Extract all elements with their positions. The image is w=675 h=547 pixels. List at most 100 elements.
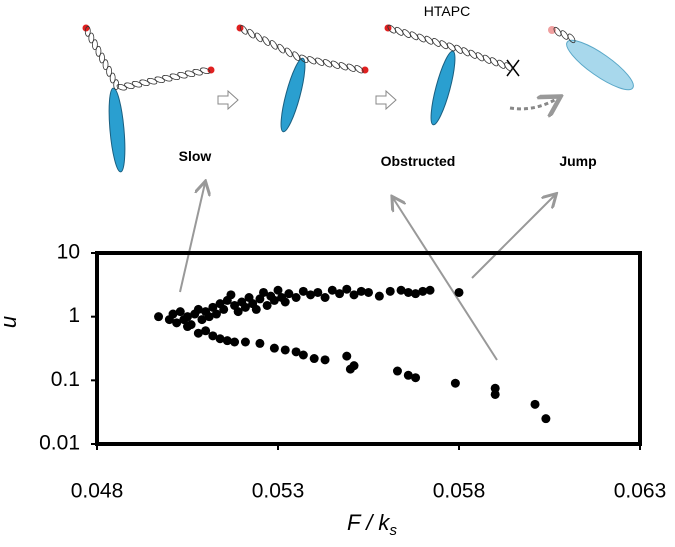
data-point bbox=[392, 366, 402, 376]
chain-link bbox=[424, 35, 434, 45]
chain-link bbox=[490, 57, 499, 67]
molecule-body bbox=[566, 39, 634, 91]
data-point bbox=[418, 286, 428, 296]
chain-link bbox=[113, 79, 120, 91]
data-point bbox=[291, 347, 301, 357]
data-point bbox=[320, 293, 330, 303]
data-point bbox=[273, 285, 283, 295]
chain-link bbox=[192, 68, 203, 76]
pointer-arrow bbox=[179, 183, 205, 293]
data-point bbox=[186, 320, 196, 330]
data-point bbox=[298, 286, 308, 296]
chain-link bbox=[124, 82, 135, 90]
molecule-body bbox=[280, 57, 306, 133]
data-point bbox=[349, 290, 359, 300]
chain-link bbox=[307, 56, 317, 65]
x-axis-label-sub: s bbox=[389, 522, 397, 539]
data-point bbox=[309, 354, 319, 364]
chain-link bbox=[299, 54, 309, 63]
chain-link bbox=[106, 65, 113, 77]
data-point bbox=[490, 383, 500, 393]
molecule-body bbox=[108, 87, 126, 173]
diagram bbox=[82, 24, 634, 361]
chain-link bbox=[330, 60, 340, 69]
chain-link bbox=[88, 32, 95, 44]
x-tick-label: 0.058 bbox=[433, 480, 486, 503]
end-dot bbox=[207, 66, 215, 74]
chain-link bbox=[553, 26, 562, 37]
chain-link bbox=[409, 31, 419, 41]
chain-link bbox=[560, 30, 569, 40]
annotation: HTAPC bbox=[424, 3, 470, 19]
chain-link bbox=[315, 57, 325, 66]
data-point bbox=[541, 414, 551, 424]
y-tick-label: 1 bbox=[68, 304, 80, 327]
data-point bbox=[298, 350, 308, 360]
data-point bbox=[403, 370, 413, 380]
data-point bbox=[284, 289, 294, 299]
data-point bbox=[233, 307, 243, 317]
data-point bbox=[396, 285, 406, 295]
data-point bbox=[168, 309, 178, 319]
chain-link bbox=[102, 59, 109, 71]
chain-link bbox=[482, 54, 492, 64]
chain-link bbox=[169, 73, 181, 81]
chain-link bbox=[323, 59, 333, 68]
data-point bbox=[208, 331, 218, 341]
chain-link bbox=[239, 25, 248, 35]
chain-link bbox=[109, 72, 116, 84]
data-point bbox=[374, 291, 384, 301]
data-point bbox=[530, 399, 540, 409]
data-point bbox=[454, 287, 464, 297]
data-point bbox=[280, 297, 290, 307]
data-point bbox=[425, 285, 435, 295]
y-tick-label: 0.01 bbox=[39, 432, 80, 455]
chain-link bbox=[338, 62, 348, 71]
y-tick-label: 10 bbox=[57, 241, 80, 264]
data-point bbox=[251, 304, 261, 314]
data-point bbox=[342, 284, 352, 294]
chain-link bbox=[402, 29, 411, 38]
chain-link bbox=[269, 40, 278, 50]
data-point bbox=[193, 328, 203, 338]
x-axis-label-main: F / k bbox=[347, 510, 390, 535]
chain-link bbox=[146, 77, 158, 85]
chain-link bbox=[131, 80, 143, 88]
data-point bbox=[172, 318, 182, 328]
data-point bbox=[342, 351, 352, 361]
annotation: Slow bbox=[179, 148, 212, 164]
data-point bbox=[450, 378, 460, 388]
x-tick-label: 0.048 bbox=[71, 480, 124, 503]
chain-link bbox=[247, 28, 256, 39]
data-point bbox=[291, 293, 301, 303]
data-point bbox=[222, 336, 232, 346]
data-point bbox=[313, 287, 323, 297]
plot-frame bbox=[95, 251, 642, 446]
molecule-body bbox=[430, 50, 456, 126]
data-point bbox=[327, 285, 337, 295]
data-point bbox=[197, 315, 207, 325]
chain-link bbox=[497, 59, 506, 69]
chain-link bbox=[461, 47, 470, 57]
chain-link bbox=[567, 33, 576, 44]
data-point bbox=[364, 287, 373, 297]
y-axis-label: u bbox=[0, 316, 21, 328]
data-point bbox=[230, 337, 240, 347]
step-arrow bbox=[375, 89, 397, 111]
chain-link bbox=[184, 70, 196, 78]
x-tick-label: 0.053 bbox=[252, 480, 305, 503]
chain-link bbox=[387, 24, 397, 34]
chain-link bbox=[454, 44, 463, 54]
data-point bbox=[201, 326, 211, 336]
chain-link bbox=[99, 52, 105, 64]
data-point bbox=[226, 290, 236, 300]
chain-link bbox=[468, 49, 477, 59]
chain-link bbox=[292, 51, 301, 61]
data-point bbox=[208, 302, 218, 312]
chain-link bbox=[262, 36, 271, 46]
chain-link bbox=[394, 26, 404, 36]
chain-link bbox=[84, 25, 91, 37]
data-point bbox=[262, 300, 272, 310]
chain-link bbox=[154, 76, 165, 84]
data-point bbox=[240, 337, 250, 347]
